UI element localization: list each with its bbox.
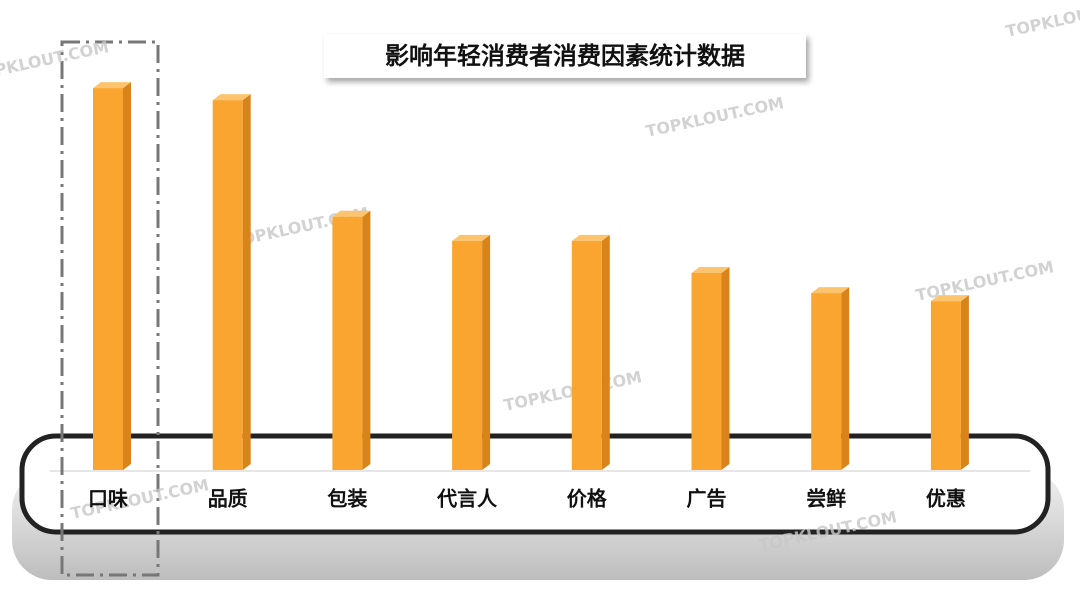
bar-side bbox=[960, 295, 969, 470]
x-tick-label: 尝鲜 bbox=[806, 487, 846, 511]
phone-frame bbox=[19, 433, 1051, 535]
bar-side bbox=[482, 234, 491, 470]
bar-side bbox=[601, 234, 610, 470]
bar bbox=[332, 216, 363, 470]
bar-top bbox=[571, 234, 610, 241]
bar bbox=[930, 301, 961, 470]
x-tick-label: 品质 bbox=[208, 487, 248, 511]
bar bbox=[811, 293, 842, 470]
bar-side bbox=[721, 267, 730, 470]
watermark: TOPKLOUT.COM bbox=[914, 257, 1056, 305]
x-tick-label: 广告 bbox=[687, 487, 727, 511]
bar-top bbox=[811, 287, 850, 294]
bar-top bbox=[691, 267, 730, 274]
bar-side bbox=[242, 94, 251, 470]
bar-top bbox=[212, 94, 251, 101]
watermark: TOPKLOUT.COM bbox=[0, 37, 111, 85]
bar bbox=[93, 88, 123, 470]
bar bbox=[452, 240, 483, 470]
bar-top bbox=[452, 234, 491, 241]
bar bbox=[212, 100, 243, 470]
x-tick-label: 代言人 bbox=[436, 487, 498, 511]
x-tick-label: 优惠 bbox=[926, 487, 966, 511]
bar-side bbox=[123, 82, 131, 470]
watermark: TOPKLOUT.COM bbox=[644, 93, 786, 141]
x-tick-label: 口味 bbox=[88, 487, 128, 511]
x-tick-label: 包装 bbox=[327, 487, 367, 511]
bar-side bbox=[841, 287, 850, 470]
bar bbox=[691, 273, 722, 470]
title-box bbox=[324, 34, 806, 78]
bar-top bbox=[93, 82, 131, 89]
bar bbox=[571, 240, 602, 470]
watermark: TOPKLOUT.COM bbox=[1004, 0, 1080, 41]
x-tick-label: 价格 bbox=[567, 487, 608, 511]
highlight-box bbox=[60, 40, 160, 577]
bar-side bbox=[362, 210, 371, 471]
bar-top bbox=[930, 295, 969, 302]
chart-title: 影响年轻消费者消费因素统计数据 bbox=[385, 42, 745, 70]
bar-top bbox=[332, 210, 371, 217]
